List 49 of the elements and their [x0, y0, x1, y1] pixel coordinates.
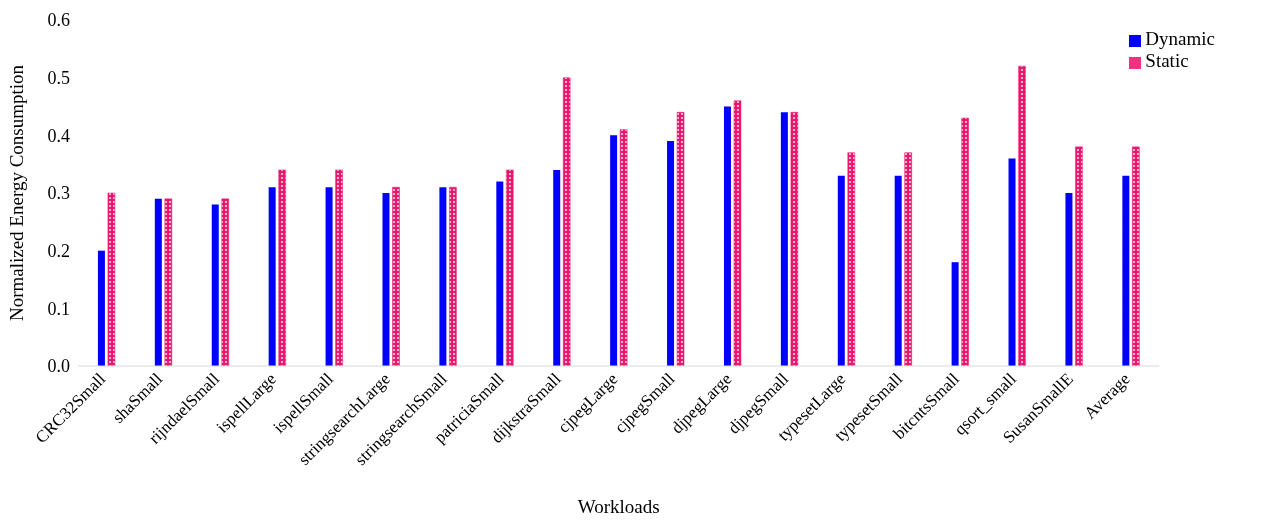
y-tick-label: 0.6: [47, 10, 70, 31]
x-axis-title: Workloads: [577, 496, 660, 517]
y-axis-title: Normalized Energy Consumption: [5, 64, 27, 322]
bar: [325, 187, 333, 366]
bar: [894, 175, 902, 366]
bar: [733, 100, 742, 366]
y-tick-label: 0.2: [47, 241, 70, 262]
y-tick-label: 0.3: [47, 183, 70, 204]
bar: [610, 135, 618, 366]
bar: [562, 77, 571, 366]
bar: [847, 152, 856, 366]
bar: [553, 169, 561, 366]
bar: [107, 192, 116, 366]
bar: [961, 117, 969, 366]
bar: [211, 204, 219, 366]
bar: [676, 112, 685, 366]
legend-label: Dynamic: [1145, 28, 1215, 49]
bar: [1075, 146, 1083, 366]
legend-label: Static: [1145, 50, 1189, 71]
bar: [904, 152, 912, 366]
bar: [154, 198, 162, 366]
y-tick-label: 0.1: [47, 298, 70, 319]
bar: [619, 129, 628, 366]
bar: [496, 181, 504, 366]
bar: [382, 193, 390, 366]
bar: [278, 169, 286, 366]
bar: [1018, 65, 1026, 366]
bar: [1132, 146, 1140, 366]
bar: [392, 186, 400, 366]
bar: [506, 169, 514, 366]
bar: [97, 250, 105, 366]
bar: [1122, 175, 1130, 366]
bar: [790, 112, 799, 366]
y-tick-label: 0.4: [47, 125, 70, 146]
bar: [221, 198, 229, 366]
bar: [951, 262, 959, 366]
bar: [1008, 158, 1016, 366]
bar: [667, 141, 675, 366]
bar: [268, 187, 276, 366]
bar: [449, 186, 457, 366]
y-tick-label: 0.5: [47, 68, 70, 89]
bar: [780, 112, 788, 366]
bar: [335, 169, 343, 366]
bar: [1065, 193, 1073, 366]
bar: [164, 198, 173, 366]
bar: [837, 175, 845, 366]
bar: [723, 106, 731, 366]
y-tick-label: 0.0: [47, 356, 70, 377]
bar: [439, 187, 447, 366]
